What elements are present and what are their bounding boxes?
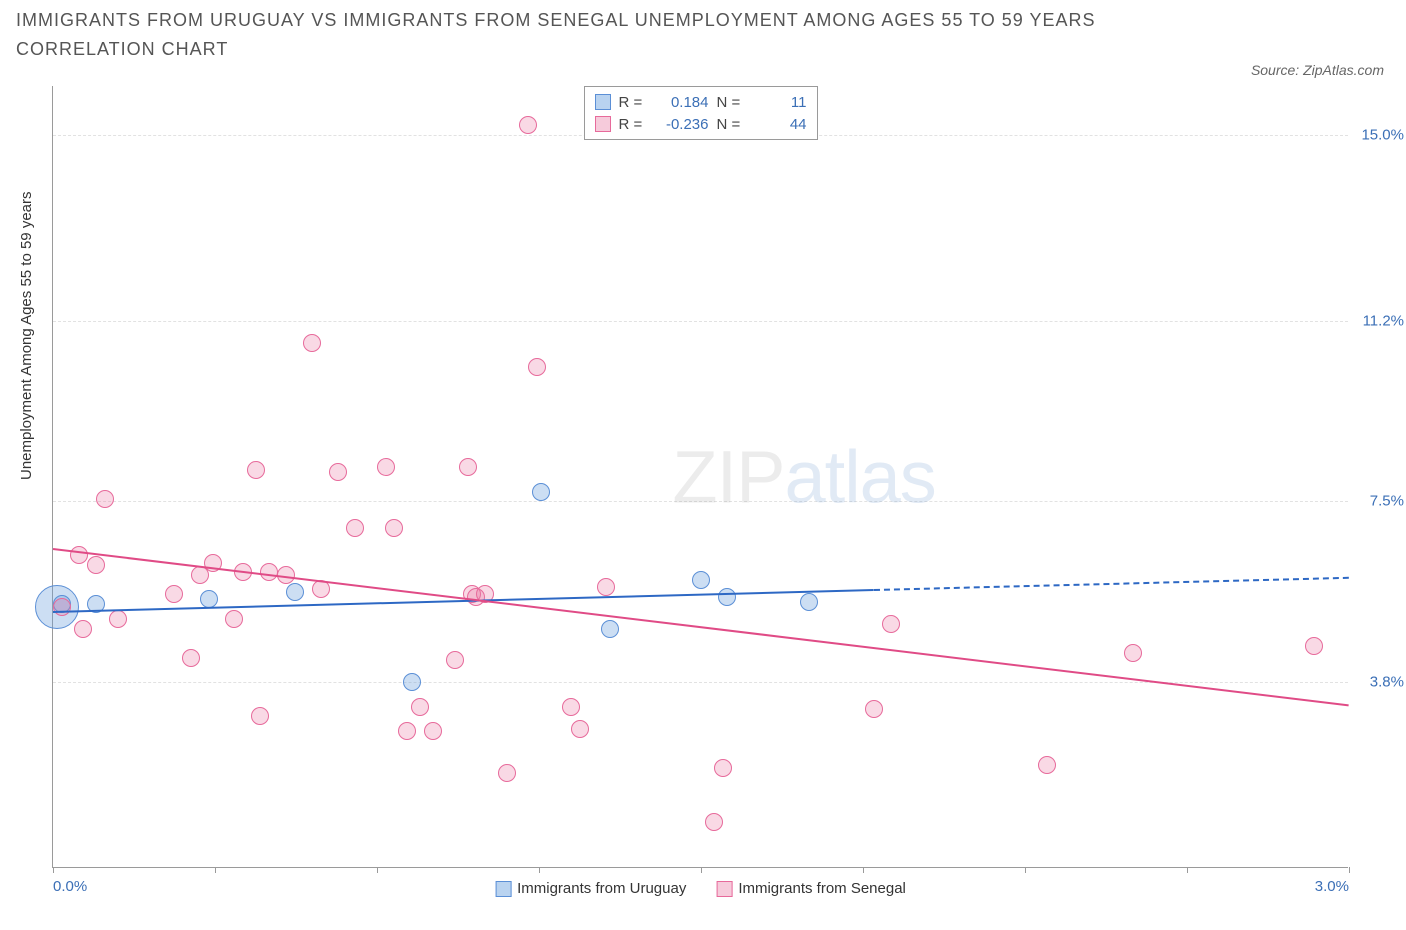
watermark-zip: ZIP bbox=[672, 435, 784, 518]
legend-row-uruguay: R = 0.184 N = 11 bbox=[595, 91, 807, 113]
scatter-point bbox=[303, 334, 321, 352]
y-tick-label: 11.2% bbox=[1363, 312, 1404, 329]
scatter-point bbox=[403, 673, 421, 691]
watermark-atlas: atlas bbox=[785, 435, 936, 518]
scatter-point bbox=[800, 593, 818, 611]
x-tick bbox=[1025, 867, 1026, 873]
correlation-legend: R = 0.184 N = 11 R = -0.236 N = 44 bbox=[584, 86, 818, 140]
scatter-point bbox=[377, 458, 395, 476]
scatter-point bbox=[411, 698, 429, 716]
gridline bbox=[53, 501, 1348, 502]
plot-area: ZIPatlas R = 0.184 N = 11 R = -0.236 N =… bbox=[52, 86, 1348, 868]
y-tick-label: 7.5% bbox=[1370, 493, 1404, 510]
scatter-point bbox=[200, 590, 218, 608]
scatter-point bbox=[87, 556, 105, 574]
scatter-point bbox=[385, 519, 403, 537]
x-tick bbox=[539, 867, 540, 873]
scatter-point bbox=[705, 813, 723, 831]
x-axis-label: 3.0% bbox=[1315, 878, 1349, 895]
legend-swatch-senegal bbox=[716, 881, 732, 897]
scatter-point bbox=[70, 546, 88, 564]
scatter-point bbox=[865, 700, 883, 718]
legend-n-value-uruguay: 11 bbox=[753, 94, 807, 111]
source-attribution: Source: ZipAtlas.com bbox=[1251, 62, 1384, 78]
x-tick bbox=[1187, 867, 1188, 873]
chart-container: IMMIGRANTS FROM URUGUAY VS IMMIGRANTS FR… bbox=[0, 0, 1406, 930]
legend-row-senegal: R = -0.236 N = 44 bbox=[595, 113, 807, 135]
legend-r-label: R = bbox=[619, 116, 647, 133]
trendline-extrapolated bbox=[874, 577, 1349, 591]
series-legend-senegal: Immigrants from Senegal bbox=[716, 880, 906, 897]
scatter-point bbox=[109, 610, 127, 628]
y-tick-label: 3.8% bbox=[1370, 674, 1404, 691]
scatter-point bbox=[286, 583, 304, 601]
scatter-point bbox=[519, 116, 537, 134]
scatter-point bbox=[247, 461, 265, 479]
legend-r-value-senegal: -0.236 bbox=[655, 116, 709, 133]
x-tick bbox=[701, 867, 702, 873]
legend-n-value-senegal: 44 bbox=[753, 116, 807, 133]
scatter-point bbox=[398, 722, 416, 740]
scatter-point bbox=[498, 764, 516, 782]
x-tick bbox=[377, 867, 378, 873]
scatter-point bbox=[1038, 756, 1056, 774]
scatter-point bbox=[260, 563, 278, 581]
x-tick bbox=[53, 867, 54, 873]
scatter-point bbox=[597, 578, 615, 596]
scatter-point bbox=[1305, 637, 1323, 655]
legend-swatch-uruguay bbox=[495, 881, 511, 897]
legend-swatch-uruguay bbox=[595, 94, 611, 110]
scatter-point bbox=[96, 490, 114, 508]
scatter-point bbox=[329, 463, 347, 481]
scatter-point bbox=[446, 651, 464, 669]
scatter-point bbox=[346, 519, 364, 537]
scatter-point bbox=[562, 698, 580, 716]
scatter-point bbox=[692, 571, 710, 589]
scatter-point bbox=[459, 458, 477, 476]
scatter-point bbox=[528, 358, 546, 376]
gridline bbox=[53, 321, 1348, 322]
scatter-point bbox=[74, 620, 92, 638]
y-tick-label: 15.0% bbox=[1361, 126, 1404, 143]
scatter-point bbox=[182, 649, 200, 667]
series-legend-uruguay: Immigrants from Uruguay bbox=[495, 880, 686, 897]
x-tick bbox=[863, 867, 864, 873]
scatter-point bbox=[718, 588, 736, 606]
series-label-senegal: Immigrants from Senegal bbox=[738, 880, 906, 897]
scatter-point bbox=[714, 759, 732, 777]
x-axis-label: 0.0% bbox=[53, 878, 87, 895]
legend-n-label: N = bbox=[717, 116, 745, 133]
series-legend: Immigrants from Uruguay Immigrants from … bbox=[495, 880, 906, 897]
scatter-point bbox=[424, 722, 442, 740]
scatter-point bbox=[882, 615, 900, 633]
scatter-point bbox=[225, 610, 243, 628]
watermark: ZIPatlas bbox=[672, 434, 935, 519]
scatter-point bbox=[532, 483, 550, 501]
legend-swatch-senegal bbox=[595, 116, 611, 132]
chart-title: IMMIGRANTS FROM URUGUAY VS IMMIGRANTS FR… bbox=[16, 6, 1116, 64]
scatter-point bbox=[601, 620, 619, 638]
scatter-point bbox=[251, 707, 269, 725]
legend-r-value-uruguay: 0.184 bbox=[655, 94, 709, 111]
y-axis-label: Unemployment Among Ages 55 to 59 years bbox=[18, 191, 35, 480]
series-label-uruguay: Immigrants from Uruguay bbox=[517, 880, 686, 897]
x-tick bbox=[1349, 867, 1350, 873]
x-tick bbox=[215, 867, 216, 873]
scatter-point bbox=[165, 585, 183, 603]
scatter-point bbox=[571, 720, 589, 738]
legend-n-label: N = bbox=[717, 94, 745, 111]
legend-r-label: R = bbox=[619, 94, 647, 111]
scatter-point bbox=[1124, 644, 1142, 662]
